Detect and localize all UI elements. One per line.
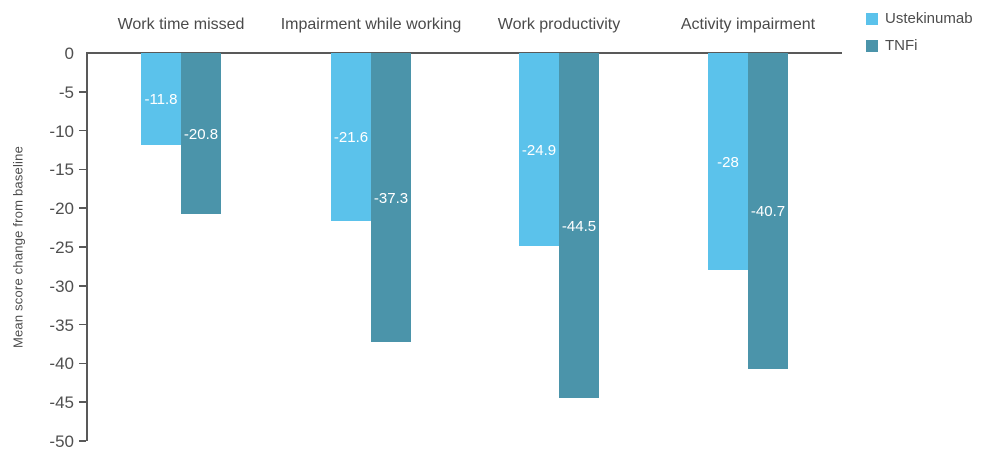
y-tick-label: -30: [49, 276, 74, 296]
y-axis-line: [86, 53, 88, 441]
zero-baseline: [86, 52, 842, 54]
y-tick-label: -15: [49, 160, 74, 180]
y-tick-label: -10: [49, 121, 74, 141]
bar-value-label: -20.8: [183, 125, 219, 143]
bar-tnfi: -44.5: [559, 53, 599, 399]
bar-value-label: -40.7: [750, 202, 786, 220]
y-tick-label: -50: [49, 432, 74, 451]
legend-item-tnfi: TNFi: [866, 37, 973, 54]
y-tick-label: -40: [49, 354, 74, 374]
y-tick-label: -25: [49, 238, 74, 257]
y-tick-label: -20: [49, 199, 74, 219]
y-tick-mark: [79, 401, 86, 403]
bar-value-label: -21.6: [333, 128, 369, 146]
bar-value-label: -24.9: [521, 141, 557, 159]
y-tick-mark: [79, 168, 86, 171]
bar-value-label: -44.5: [561, 217, 597, 235]
legend-swatch-tnfi: [866, 39, 878, 52]
y-tick-mark: [79, 246, 86, 248]
y-tick-mark: [79, 285, 86, 287]
y-tick-mark: [79, 129, 86, 132]
legend-swatch-ustekinumab: [866, 12, 878, 25]
y-tick-label: -5: [58, 82, 74, 102]
bar-ustekinumab: -28: [708, 53, 748, 271]
bar-value-label: -28: [717, 153, 739, 171]
y-tick-mark: [79, 91, 86, 93]
y-tick-label: -35: [49, 315, 74, 335]
bar-ustekinumab: -11.8: [141, 53, 181, 145]
category-label: Work productivity: [497, 16, 621, 33]
category-label: Activity impairment: [680, 16, 816, 33]
y-tick-label: 0: [64, 44, 74, 63]
bar-value-label: -11.8: [144, 90, 178, 108]
category-label: Work time missed: [117, 16, 245, 33]
category-label: Impairment while working: [280, 16, 462, 33]
y-tick-mark: [79, 207, 86, 209]
legend-item-ustekinumab: Ustekinumab: [866, 10, 973, 27]
y-tick-mark: [79, 323, 86, 326]
legend-label: TNFi: [885, 37, 918, 54]
y-tick-mark: [79, 440, 86, 442]
legend: Ustekinumab TNFi: [866, 10, 973, 64]
bar-ustekinumab: -21.6: [331, 53, 371, 221]
y-tick-label: -45: [49, 393, 74, 413]
bar-tnfi: -40.7: [748, 53, 788, 369]
bar-tnfi: -20.8: [181, 53, 221, 215]
bar-tnfi: -37.3: [371, 53, 411, 343]
bar-ustekinumab: -24.9: [519, 53, 559, 247]
y-tick-mark: [79, 362, 86, 365]
bar-value-label: -37.3: [373, 189, 409, 207]
legend-label: Ustekinumab: [885, 10, 973, 27]
